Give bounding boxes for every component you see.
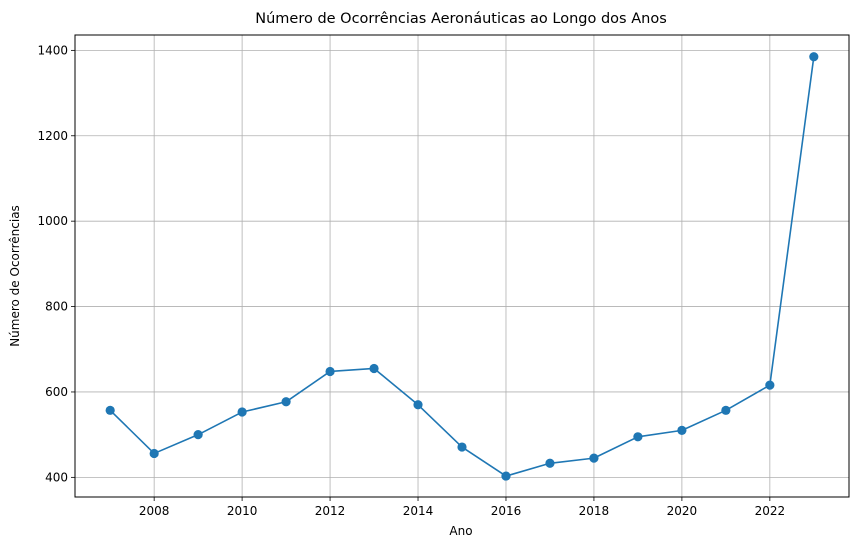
data-point [237,407,247,417]
data-point [457,442,467,452]
x-tick-label: 2008 [139,504,170,518]
y-tick-label: 1400 [37,43,68,57]
data-point [281,397,291,407]
data-point [105,405,115,415]
data-point [765,380,775,390]
series-line [109,56,815,477]
data-point [501,471,511,481]
data-point [149,448,159,459]
y-tick-label: 1000 [37,214,68,228]
x-axis-label: Ano [449,524,472,538]
x-tick-label: 2012 [315,504,346,518]
x-tick-label: 2014 [403,504,434,518]
data-point [633,432,643,442]
plot-frame [74,34,850,498]
chart-title: Número de Ocorrências Aeronáuticas ao Lo… [255,11,667,27]
grid [75,35,849,497]
data-point [809,52,819,62]
x-tick-label: 2010 [227,504,258,518]
x-tick-label: 2018 [579,504,610,518]
series-layer [105,52,819,481]
y-tick-label: 400 [45,470,68,484]
data-point [677,425,687,435]
y-tick-label: 1200 [37,129,68,143]
y-tick-label: 800 [45,300,68,314]
data-point [545,458,555,468]
x-tick-label: 2016 [491,504,522,518]
data-point [589,453,599,463]
data-point [193,430,203,440]
x-tick-label: 2020 [667,504,698,518]
x-tick-label: 2022 [755,504,786,518]
y-tick-label: 600 [45,385,68,399]
y-axis-label: Número de Ocorrências [8,205,22,347]
data-point [325,366,335,377]
y-axis: 400 600 800 1000 1200 1400 [37,43,75,484]
data-point [413,400,423,410]
data-point [721,405,731,415]
data-point [369,363,379,374]
x-axis: 2008 2010 2012 2014 2016 2018 2020 2022 [139,497,785,518]
